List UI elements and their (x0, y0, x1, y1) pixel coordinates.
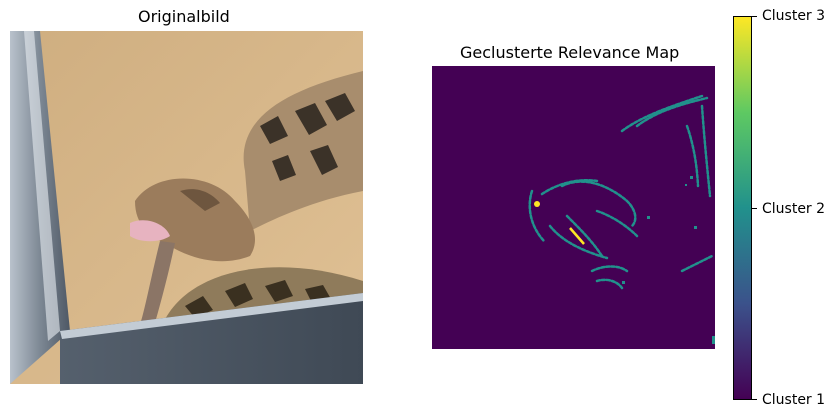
colorbar-label-cluster-1: Cluster 1 (762, 392, 826, 408)
original-image (10, 31, 363, 384)
colorbar-tick-middle (752, 208, 757, 209)
clustered-relevance-map (432, 66, 715, 349)
colorbar-label-cluster-2: Cluster 2 (762, 201, 826, 217)
original-image-title: Originalbild (138, 7, 230, 26)
colorbar-tick-top (752, 16, 757, 17)
colorbar-tick-bottom (752, 399, 757, 400)
relevance-map-title: Geclusterte Relevance Map (460, 43, 680, 62)
colorbar-label-cluster-3: Cluster 3 (762, 8, 826, 24)
colorbar (733, 16, 752, 400)
